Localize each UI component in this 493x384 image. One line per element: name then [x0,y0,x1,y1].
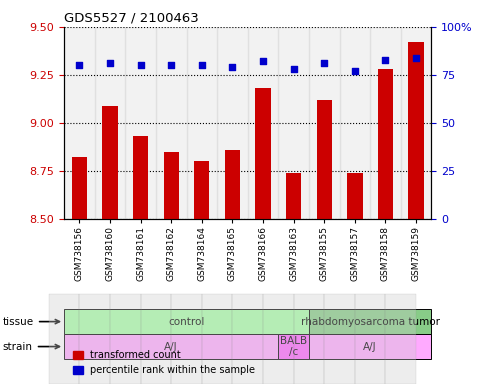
Point [167,62,175,68]
Point [106,60,114,66]
Bar [64,309,309,334]
Point [320,60,328,66]
Point [228,64,236,70]
Bar [186,27,217,219]
Bar [247,27,279,219]
Bar [286,173,301,219]
Bar [401,27,431,219]
Text: strain: strain [3,341,60,352]
Bar [133,136,148,219]
Text: control: control [168,316,205,327]
Bar [309,27,340,219]
Text: BALB
/c: BALB /c [280,336,307,358]
Point [198,62,206,68]
Bar [347,173,362,219]
Text: A/J: A/J [164,341,178,352]
Point [412,55,420,61]
Bar [125,27,156,219]
Bar [309,309,431,334]
Bar [225,150,240,219]
Bar [255,88,271,219]
Bar [279,27,309,219]
Bar [340,27,370,219]
Bar [72,157,87,219]
Bar [156,27,186,219]
Bar [317,100,332,219]
Bar [64,334,279,359]
Bar [95,27,125,219]
Bar [408,42,423,219]
Point [351,68,359,74]
Legend: transformed count, percentile rank within the sample: transformed count, percentile rank withi… [69,346,259,379]
Text: A/J: A/J [363,341,377,352]
Bar [370,27,401,219]
Bar [64,27,95,219]
Point [259,58,267,65]
Point [75,62,83,68]
Bar [194,161,210,219]
Point [382,56,389,63]
Bar [164,152,179,219]
Bar [309,334,431,359]
Text: GDS5527 / 2100463: GDS5527 / 2100463 [64,11,199,24]
Text: tissue: tissue [3,316,60,327]
Bar [378,69,393,219]
Bar [217,27,247,219]
Point [290,66,298,72]
Text: rhabdomyosarcoma tumor: rhabdomyosarcoma tumor [301,316,440,327]
Point [137,62,144,68]
Bar [279,334,309,359]
Bar [103,106,118,219]
